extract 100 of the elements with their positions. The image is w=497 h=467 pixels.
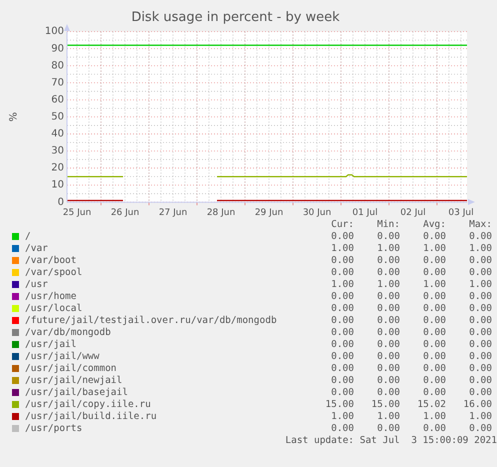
text: 0.00 <box>422 339 446 351</box>
text: 1.00 <box>376 279 400 291</box>
text: 0.00 <box>376 387 400 399</box>
chart-title: Disk usage in percent - by week <box>131 10 340 26</box>
y-tick-label: 40 <box>51 128 64 140</box>
y-tick-label: 60 <box>51 94 64 106</box>
text: 0.00 <box>468 327 492 339</box>
x-tick-label: 03 Jul <box>448 208 474 218</box>
text: Cur: <box>330 219 354 231</box>
legend-label: /usr/jail/build.iile.ru <box>24 411 158 423</box>
text: 1.00 <box>376 243 400 255</box>
y-tick-label: 70 <box>51 77 64 88</box>
text: 0.00 <box>376 327 400 339</box>
text: 0.00 <box>376 303 400 315</box>
text: 0.00 <box>376 255 400 267</box>
text: 0.00 <box>376 291 400 303</box>
text: 0.00 <box>330 291 354 303</box>
text: 0.00 <box>330 339 354 351</box>
text: 0.00 <box>422 267 446 279</box>
text: Min: <box>376 219 400 231</box>
text: 0.00 <box>468 231 492 243</box>
text: 0.00 <box>468 339 492 351</box>
text: 0.00 <box>376 339 400 351</box>
x-tick-label: 02 Jul <box>400 208 426 218</box>
text: 0.00 <box>468 291 492 303</box>
text: 0.00 <box>330 255 354 267</box>
text: 0.00 <box>422 303 446 315</box>
text: 0.00 <box>422 351 446 363</box>
y-tick-label: 10 <box>51 180 64 191</box>
legend-label: /var <box>24 243 49 255</box>
text: 0.00 <box>422 231 446 243</box>
text: 1.00 <box>376 411 400 423</box>
y-tick-label: 50 <box>51 111 64 122</box>
text: 1.00 <box>422 243 446 255</box>
x-tick-label: 28 Jun <box>206 208 236 218</box>
text: 0.00 <box>468 267 492 279</box>
x-tick-label: 30 Jun <box>302 208 332 218</box>
text: 1.00 <box>330 279 354 291</box>
legend-label: /usr <box>24 279 49 291</box>
legend-label: /usr/jail <box>24 339 78 351</box>
text: Last update: Sat Jul 3 15:00:09 2021 <box>284 435 497 447</box>
text: 0.00 <box>468 315 492 327</box>
text: 0.00 <box>376 375 400 387</box>
legend-label: /usr/jail/copy.iile.ru <box>24 399 152 411</box>
text: 0.00 <box>330 351 354 363</box>
text: 15.00 <box>324 399 354 411</box>
legend-label: / <box>24 231 32 243</box>
x-tick-label: 27 Jun <box>158 208 188 218</box>
text: 0.00 <box>330 375 354 387</box>
text: 0.00 <box>330 267 354 279</box>
text: 0.00 <box>468 351 492 363</box>
x-tick-label: 29 Jun <box>254 208 284 218</box>
text: 0.00 <box>376 315 400 327</box>
text: 0.00 <box>422 375 446 387</box>
legend-label: /usr/jail/common <box>24 363 118 375</box>
legend-label: /usr/jail/newjail <box>24 375 124 387</box>
text: 0.00 <box>376 231 400 243</box>
text: 0.00 <box>376 351 400 363</box>
text: 0.00 <box>422 363 446 375</box>
y-tick-label: 90 <box>51 43 64 54</box>
text: 0.00 <box>330 231 354 243</box>
text: 0.00 <box>422 291 446 303</box>
text: 0.00 <box>376 423 400 435</box>
text: 0.00 <box>376 267 400 279</box>
text: 0.00 <box>468 375 492 387</box>
y-axis-title: % <box>8 112 20 122</box>
text: 0.00 <box>422 387 446 399</box>
text: Avg: <box>422 219 446 231</box>
text: 0.00 <box>422 423 446 435</box>
legend-label: /future/jail/testjail.over.ru/var/db/mongodb <box>24 315 278 327</box>
legend-label: /var/spool <box>24 267 84 279</box>
text: 1.00 <box>422 411 446 423</box>
text: 0.00 <box>330 315 354 327</box>
legend-label: /var/boot <box>24 255 78 267</box>
text: 0.00 <box>468 255 492 267</box>
legend-label: /usr/jail/www <box>24 351 100 363</box>
y-tick-label: 30 <box>51 146 64 157</box>
x-tick-label: 25 Jun <box>62 208 92 218</box>
y-tick-label: 100 <box>44 26 64 38</box>
text: 0.00 <box>422 315 446 327</box>
text: Max: <box>468 219 492 231</box>
text: 0.00 <box>422 255 446 267</box>
text: 1.00 <box>330 243 354 255</box>
text: 1.00 <box>468 243 492 255</box>
text: 1.00 <box>330 411 354 423</box>
text: 1.00 <box>468 279 492 291</box>
legend-label: /var/db/mongodb <box>24 327 112 339</box>
text: 0.00 <box>330 303 354 315</box>
legend-label: /usr/home <box>24 291 78 303</box>
legend-label: /usr/jail/basejail <box>24 387 129 399</box>
legend-label: /usr/local <box>24 303 84 315</box>
text: 16.00 <box>462 399 492 411</box>
text: 15.00 <box>370 399 400 411</box>
text: 0.00 <box>330 363 354 375</box>
text: 0.00 <box>468 363 492 375</box>
text: 1.00 <box>422 279 446 291</box>
text: 0.00 <box>330 423 354 435</box>
x-tick-label: 26 Jun <box>110 208 140 218</box>
text: 0.00 <box>330 387 354 399</box>
text: 0.00 <box>468 387 492 399</box>
